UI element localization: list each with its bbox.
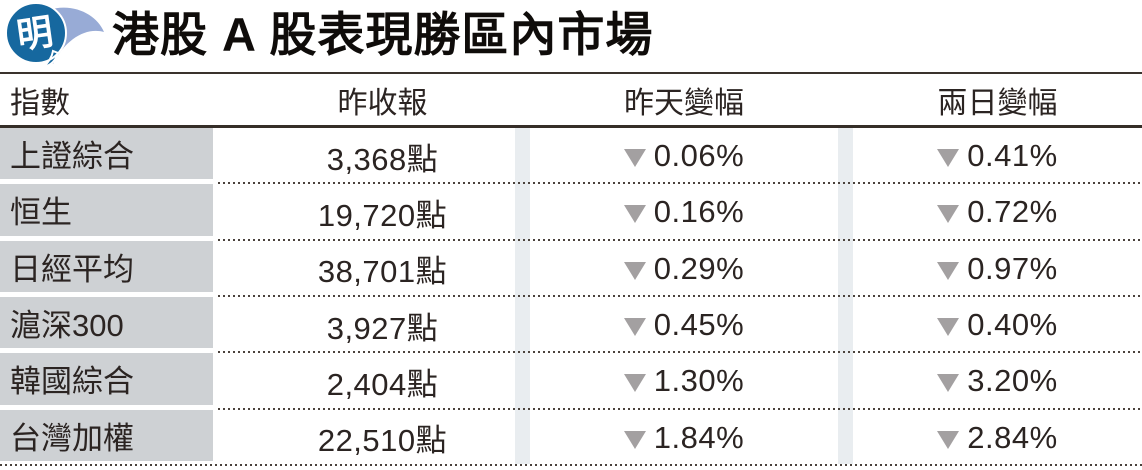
header-rule xyxy=(0,125,1142,128)
two-day-change-value: 3.20% xyxy=(967,363,1058,399)
index-name-cell: 滬深300 xyxy=(0,296,213,349)
two-day-change-value: 0.97% xyxy=(967,250,1058,286)
day-change-value: 0.06% xyxy=(653,138,745,174)
table-row: 上證綜合 3,368點 0.06% 0.41% xyxy=(0,128,1142,185)
two-day-change-value: 0.40% xyxy=(967,307,1058,343)
mingpao-logo-icon: 明 xyxy=(4,2,104,69)
two-day-change-cell: 0.97% xyxy=(838,251,1142,287)
two-day-change-cell: 2.84% xyxy=(838,420,1142,456)
two-day-change-cell: 0.40% xyxy=(838,307,1142,343)
index-name-cell: 日經平均 xyxy=(0,240,213,292)
day-change-value: 0.16% xyxy=(653,194,745,230)
down-triangle-icon xyxy=(937,261,960,280)
logo-glyph: 明 xyxy=(14,11,55,57)
table-row: 台灣加權 22,510點 1.84% 2.84% xyxy=(0,409,1142,467)
table-row: 韓國綜合 2,404點 1.30% 3.20% xyxy=(0,353,1142,410)
close-value-cell: 3,368點 xyxy=(326,141,439,177)
index-name-cell: 上證綜合 xyxy=(0,128,213,180)
day-change-value: 0.45% xyxy=(653,307,745,343)
table-row: 滬深300 3,927點 0.45% 0.40% xyxy=(0,296,1142,354)
day-change-cell: 0.06% xyxy=(515,138,838,174)
page-title: 港股 A 股表現勝區內市場 xyxy=(112,8,654,61)
index-name-cell: 恒生 xyxy=(0,184,213,236)
close-value-cell: 2,404點 xyxy=(326,366,439,402)
col-header-close: 昨收報 xyxy=(337,86,428,120)
close-value-cell: 38,701點 xyxy=(317,254,448,290)
day-change-value: 0.29% xyxy=(653,250,745,286)
close-value-cell: 19,720點 xyxy=(317,197,448,233)
day-change-cell: 0.45% xyxy=(515,307,838,343)
two-day-change-value: 2.84% xyxy=(967,419,1058,455)
index-name-cell: 台灣加權 xyxy=(0,409,213,461)
two-day-change-cell: 0.41% xyxy=(838,138,1142,174)
day-change-cell: 0.29% xyxy=(515,251,838,287)
day-change-cell: 0.16% xyxy=(515,194,838,230)
close-value-cell: 22,510點 xyxy=(317,423,448,459)
table-body: 上證綜合 3,368點 0.06% 0.41% 恒生 19,720點 0.16%… xyxy=(0,128,1142,467)
down-triangle-icon xyxy=(937,205,960,224)
table-row: 日經平均 38,701點 0.29% 0.97% xyxy=(0,240,1142,298)
down-triangle-icon xyxy=(623,318,646,337)
down-triangle-icon xyxy=(623,149,646,168)
down-triangle-icon xyxy=(623,205,646,224)
close-value-cell: 3,927點 xyxy=(326,310,439,346)
day-change-value: 1.30% xyxy=(653,363,745,399)
logo-bubble-shape xyxy=(4,2,67,69)
two-day-change-cell: 3.20% xyxy=(838,363,1142,399)
table-row: 恒生 19,720點 0.16% 0.72% xyxy=(0,184,1142,241)
masthead: 明 港股 A 股表現勝區內市場 xyxy=(0,0,1142,72)
down-triangle-icon xyxy=(623,430,646,449)
down-triangle-icon xyxy=(937,318,960,337)
day-change-cell: 1.30% xyxy=(515,363,838,399)
top-rule xyxy=(0,72,1142,74)
table-header-row: 指數 昨收報 昨天變幅 兩日變幅 xyxy=(0,74,1142,125)
down-triangle-icon xyxy=(937,374,960,393)
down-triangle-icon xyxy=(937,149,960,168)
down-triangle-icon xyxy=(623,374,646,393)
down-triangle-icon xyxy=(623,261,646,280)
two-day-change-value: 0.41% xyxy=(967,138,1058,174)
day-change-value: 1.84% xyxy=(653,419,745,455)
col-header-two-day-change: 兩日變幅 xyxy=(937,86,1058,120)
two-day-change-cell: 0.72% xyxy=(838,194,1142,230)
index-name-cell: 韓國綜合 xyxy=(0,353,213,405)
two-day-change-value: 0.72% xyxy=(967,194,1058,230)
col-header-index: 指數 xyxy=(10,86,70,120)
col-header-day-change: 昨天變幅 xyxy=(624,86,744,120)
day-change-cell: 1.84% xyxy=(515,420,838,456)
down-triangle-icon xyxy=(937,430,960,449)
